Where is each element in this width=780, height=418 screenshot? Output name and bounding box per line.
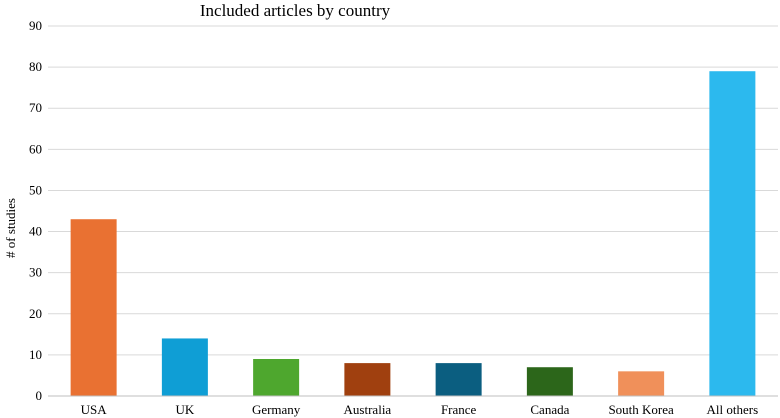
bar-france: [435, 363, 482, 396]
y-tick-label: 30: [29, 265, 42, 280]
x-tick-label: Germany: [252, 402, 301, 417]
y-tick-label: 90: [29, 18, 42, 33]
y-tick-label: 10: [29, 347, 42, 362]
x-tick-label: Australia: [344, 402, 392, 417]
x-tick-label: Canada: [530, 402, 569, 417]
y-tick-label: 0: [36, 388, 43, 403]
y-tick-label: 40: [29, 224, 42, 239]
bar-usa: [70, 219, 117, 396]
y-tick-label: 70: [29, 100, 42, 115]
x-tick-label: France: [441, 402, 477, 417]
y-tick-label: 50: [29, 182, 42, 197]
chart-title: Included articles by country: [199, 1, 391, 20]
bar-south-korea: [618, 371, 665, 396]
y-tick-label: 60: [29, 141, 42, 156]
bar-uk: [161, 338, 208, 396]
x-tick-label: UK: [175, 402, 194, 417]
x-tick-label: USA: [81, 402, 108, 417]
bar-australia: [344, 363, 391, 396]
bar-germany: [253, 359, 300, 396]
x-tick-label: All others: [707, 402, 759, 417]
x-tick-label: South Korea: [608, 402, 674, 417]
bar-all-others: [709, 71, 756, 396]
bar-canada: [526, 367, 573, 396]
y-tick-label: 80: [29, 59, 42, 74]
y-tick-label: 20: [29, 306, 42, 321]
